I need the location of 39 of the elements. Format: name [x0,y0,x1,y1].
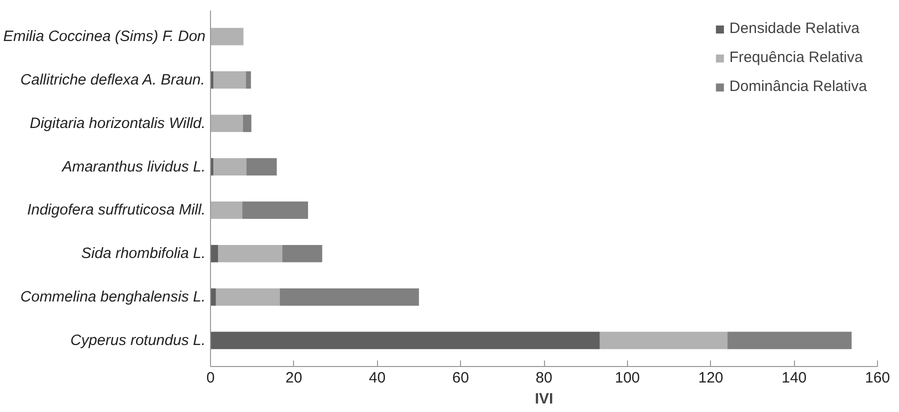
x-tick-label: 100 [614,370,640,386]
x-tick-label: 120 [698,370,724,386]
y-tick-label: Emilia Coccinea (Sims) F. Don [3,28,206,46]
x-tick-label: 80 [536,370,552,386]
bar [210,28,244,46]
legend-label: Frequência Relativa [729,49,863,66]
legend-label: Dominância Relativa [729,78,867,95]
bar [242,202,308,219]
bar [243,114,252,132]
x-tick-label: 0 [206,370,215,386]
y-tick-label: Indigofera suffruticosa Mill. [27,202,206,219]
x-tick-label: 60 [452,370,469,386]
bar [216,288,280,306]
bar [213,158,246,176]
y-tick-label: Digitaria horizontalis Willd. [30,114,206,132]
y-tick-label: Cyperus rotundus L. [70,332,206,349]
bar [210,332,600,350]
bar [280,288,419,306]
x-axis-title: IVI [534,390,554,408]
bar [218,244,282,262]
y-tick-label: Sida rhombifolia L. [81,245,206,262]
bar [282,244,322,262]
bar [210,202,242,219]
x-tick-label: 140 [782,370,807,386]
bar [600,332,728,350]
bar [213,71,246,89]
bar [210,244,218,262]
x-tick-label: 20 [286,370,302,386]
y-tick-label: Callitriche deflexa A. Braun. [20,71,205,88]
bar [210,114,244,132]
bar [246,71,251,89]
x-tick-label: 160 [864,370,890,386]
bar [246,158,277,176]
bar [727,332,852,350]
y-tick-label: Amaranthus lividus L. [61,158,206,176]
y-tick-label: Commelina benghalensis L. [20,288,206,306]
legend-label: Densidade Relativa [729,20,860,37]
bar [210,288,216,306]
x-tick-label: 40 [368,370,386,386]
